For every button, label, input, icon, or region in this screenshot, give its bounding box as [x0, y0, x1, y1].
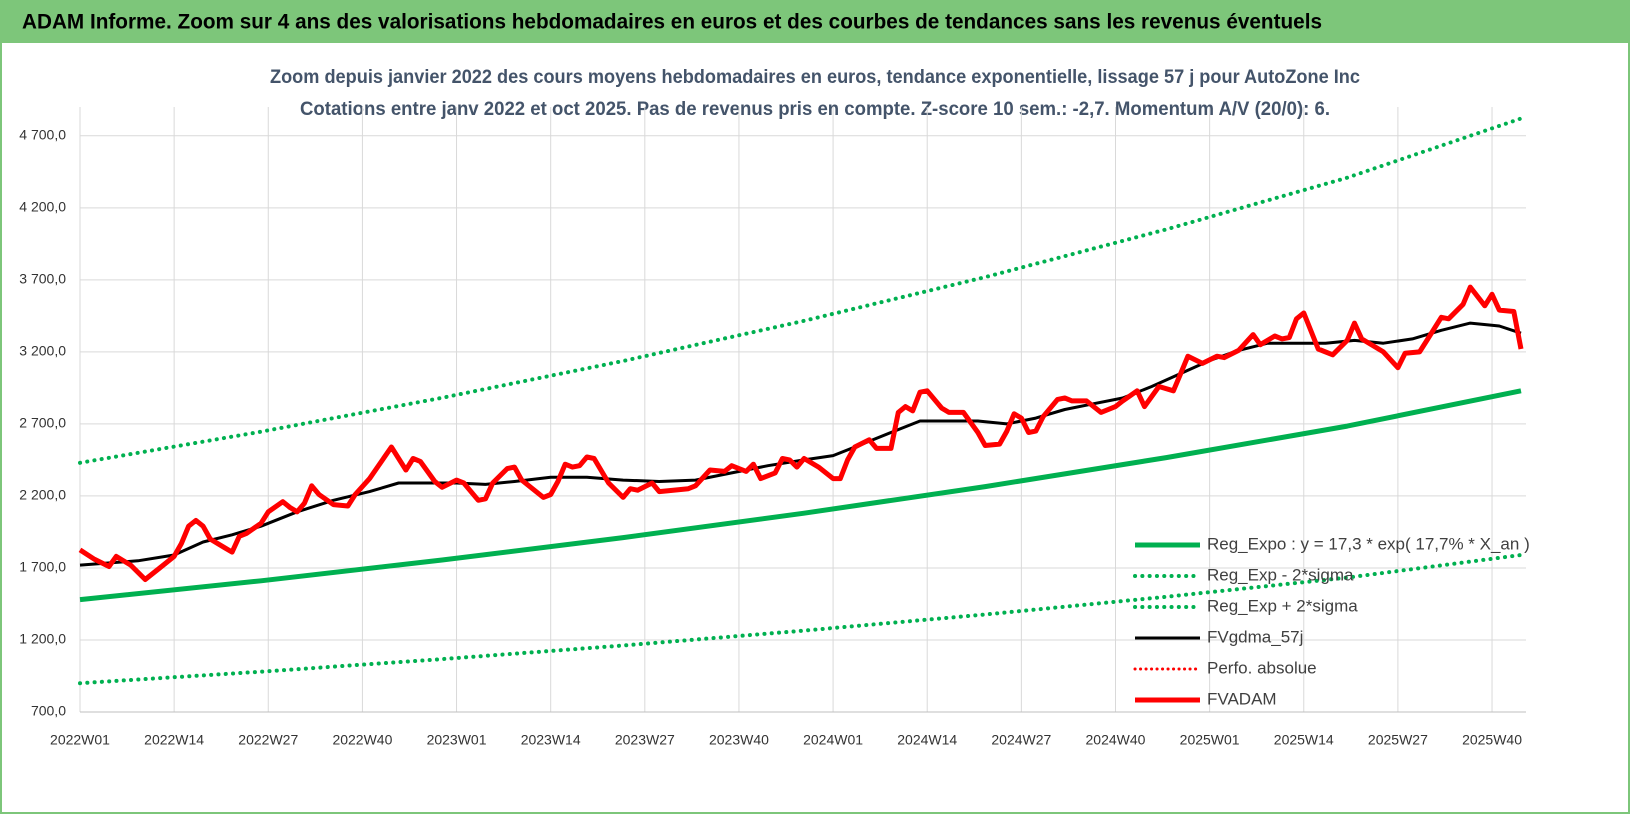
- legend-label: FVgdma_57j: [1207, 627, 1303, 646]
- legend-label: Perfo. absolue: [1207, 658, 1317, 677]
- x-tick-label: 2022W14: [144, 732, 204, 748]
- x-tick-label: 2025W14: [1274, 732, 1334, 748]
- legend-label: Reg_Exp + 2*sigma: [1207, 596, 1358, 615]
- x-tick-label: 2024W01: [803, 732, 863, 748]
- frame: [0, 41, 1630, 814]
- x-tick-label: 2025W27: [1368, 732, 1428, 748]
- y-tick-label: 1 200,0: [19, 631, 66, 647]
- chart-subtitle: Cotations entre janv 2022 et oct 2025. P…: [300, 99, 1330, 120]
- x-tick-label: 2025W40: [1462, 732, 1522, 748]
- x-tick-label: 2025W01: [1180, 732, 1240, 748]
- legend-label: Reg_Expo : y = 17,3 * exp( 17,7% * X_an …: [1207, 534, 1530, 553]
- y-tick-label: 700,0: [31, 703, 66, 719]
- x-tick-label: 2023W27: [615, 732, 675, 748]
- y-tick-label: 2 200,0: [19, 487, 66, 503]
- legend-label: FVADAM: [1207, 689, 1277, 708]
- x-tick-label: 2023W40: [709, 732, 769, 748]
- x-tick-label: 2023W14: [521, 732, 581, 748]
- x-tick-label: 2024W27: [991, 732, 1051, 748]
- x-tick-label: 2022W40: [332, 732, 392, 748]
- y-tick-label: 4 700,0: [19, 127, 66, 143]
- y-tick-label: 2 700,0: [19, 415, 66, 431]
- series-line: [78, 284, 1524, 582]
- legend-label: Reg_Exp - 2*sigma: [1207, 565, 1354, 584]
- x-tick-label: 2023W01: [427, 732, 487, 748]
- x-tick-label: 2022W01: [50, 732, 110, 748]
- x-tick-label: 2024W14: [897, 732, 957, 748]
- header-band: [0, 0, 1630, 42]
- series-line: [78, 553, 1523, 686]
- chart-title: Zoom depuis janvier 2022 des cours moyen…: [270, 67, 1360, 88]
- series-line: [79, 388, 1522, 603]
- y-tick-label: 4 200,0: [19, 199, 66, 215]
- page-title: ADAM Informe. Zoom sur 4 ans des valoris…: [22, 11, 1322, 34]
- y-tick-label: 3 700,0: [19, 271, 66, 287]
- x-tick-label: 2024W40: [1086, 732, 1146, 748]
- series-line: [78, 116, 1523, 465]
- y-tick-label: 3 200,0: [19, 343, 66, 359]
- y-tick-label: 1 700,0: [19, 559, 66, 575]
- x-tick-label: 2022W27: [238, 732, 298, 748]
